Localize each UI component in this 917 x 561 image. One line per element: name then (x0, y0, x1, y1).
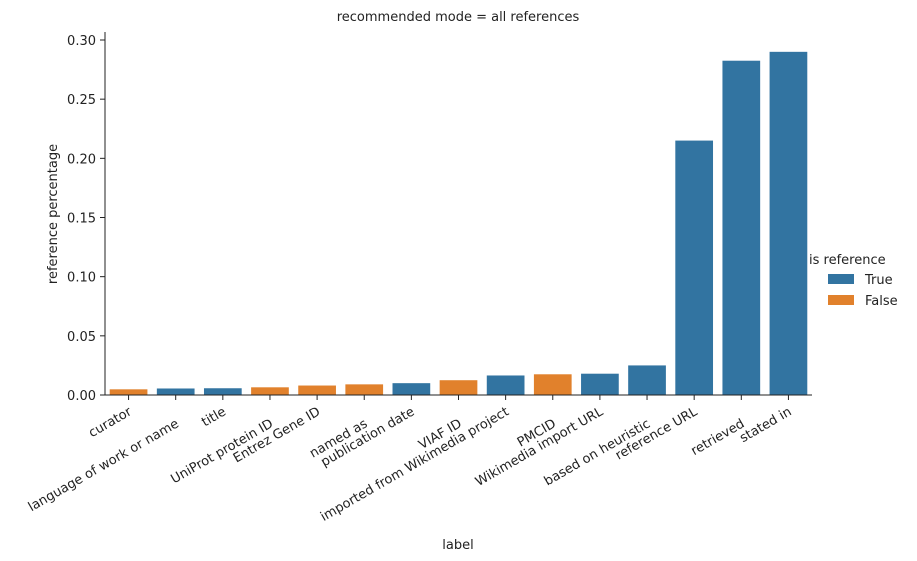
bar-pmcid (533, 374, 572, 395)
bar-imported-from-wikimedia-project (486, 375, 525, 395)
bar-language-of-work-or-name (156, 388, 195, 395)
y-tick-label: 0.05 (67, 330, 96, 345)
bar-based-on-heuristic (628, 365, 666, 395)
x-tick-label: curator (86, 404, 135, 441)
bar-reference-url (675, 140, 714, 395)
bar-curator (109, 389, 148, 395)
y-tick-label: 0.25 (67, 93, 96, 108)
legend-label-true: True (864, 273, 893, 288)
x-tick-label: stated in (737, 404, 794, 446)
chart-title: recommended mode = all references (337, 10, 580, 25)
bar-stated-in (769, 51, 808, 395)
x-tick-label: retrieved (689, 416, 748, 459)
y-tick-label: 0.10 (67, 271, 96, 286)
bars-group (109, 51, 808, 396)
bar-wikimedia-import-url (581, 373, 619, 395)
bar-viaf-id (439, 380, 478, 395)
legend-title: is reference (809, 253, 886, 268)
y-tick-label: 0.20 (67, 152, 96, 167)
legend-swatch-false (828, 295, 854, 305)
bar-publication-date (392, 383, 431, 395)
x-axis-title: label (442, 538, 473, 553)
bar-named-as (345, 384, 384, 395)
bar-entrez-gene-id (298, 385, 336, 395)
legend-swatch-true (828, 274, 854, 284)
x-tick-label: title (199, 404, 229, 430)
y-tick-label: 0.15 (67, 212, 96, 227)
bar-uniprot-protein-id (251, 387, 289, 395)
legend-label-false: False (865, 294, 898, 309)
x-tick-label: imported from Wikimedia project (318, 404, 511, 524)
y-tick-label: 0.30 (67, 34, 96, 49)
y-axis-title: reference percentage (46, 144, 61, 284)
y-axis: 0.00 0.05 0.10 0.15 0.20 0.25 0.30 (67, 32, 106, 404)
y-tick-label: 0.00 (67, 389, 96, 404)
legend: is reference True False (809, 253, 898, 309)
bar-retrieved (722, 60, 761, 396)
bar-title (203, 388, 242, 395)
